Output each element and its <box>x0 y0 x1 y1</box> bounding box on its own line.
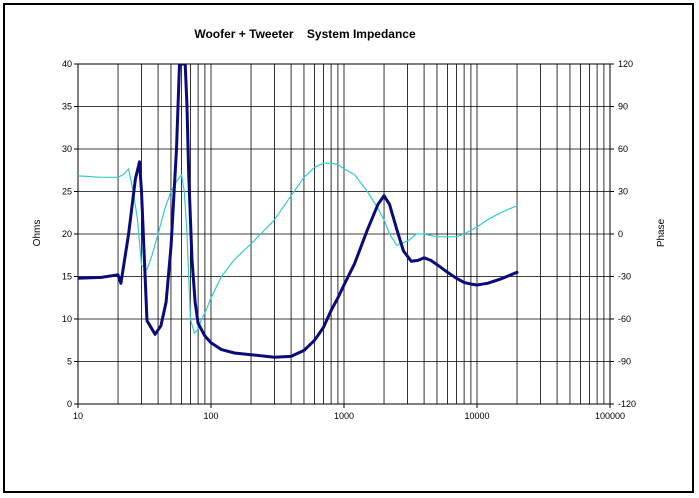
y-tick-label: 15 <box>62 272 72 282</box>
x-tick-label: 100000 <box>595 411 625 421</box>
y2-tick-label: -60 <box>618 314 631 324</box>
y2-tick-label: 0 <box>618 229 623 239</box>
y-tick-label: 40 <box>62 59 72 69</box>
x-tick-label: 10000 <box>464 411 489 421</box>
y-axis-label-ohms: Ohms <box>32 220 43 247</box>
y2-tick-label: 60 <box>618 144 628 154</box>
y2-tick-label: 90 <box>618 102 628 112</box>
y2-tick-label: -120 <box>618 399 636 409</box>
ticks-layer: 0 5 10 15 20 25 30 35 40 -120 -90 -60 -30 0 30 60 90 120 1… <box>62 59 636 421</box>
y-tick-label: 10 <box>62 314 72 324</box>
chart-title: Woofer + Tweeter System Impedance <box>194 27 416 41</box>
series-line-phase <box>78 162 518 334</box>
series-layer <box>78 64 519 359</box>
y2-tick-label: 30 <box>618 187 628 197</box>
y2-tick-label: -30 <box>618 272 631 282</box>
chart-outer-frame <box>3 3 694 493</box>
grid-layer <box>78 64 610 404</box>
x-tick-label: 1000 <box>334 411 354 421</box>
y-tick-label: 20 <box>62 229 72 239</box>
x-tick-label: 100 <box>203 411 218 421</box>
y-tick-label: 35 <box>62 102 72 112</box>
y-tick-label: 30 <box>62 144 72 154</box>
y2-tick-label: 120 <box>618 59 633 69</box>
y-tick-label: 25 <box>62 187 72 197</box>
x-tick-label: 10 <box>73 411 83 421</box>
y-tick-label: 0 <box>67 399 72 409</box>
y2-axis-label-phase: Phase <box>656 218 667 247</box>
y-tick-label: 5 <box>67 357 72 367</box>
y2-tick-label: -90 <box>618 357 631 367</box>
series-line-impedance <box>78 64 519 359</box>
series-group <box>78 64 519 359</box>
